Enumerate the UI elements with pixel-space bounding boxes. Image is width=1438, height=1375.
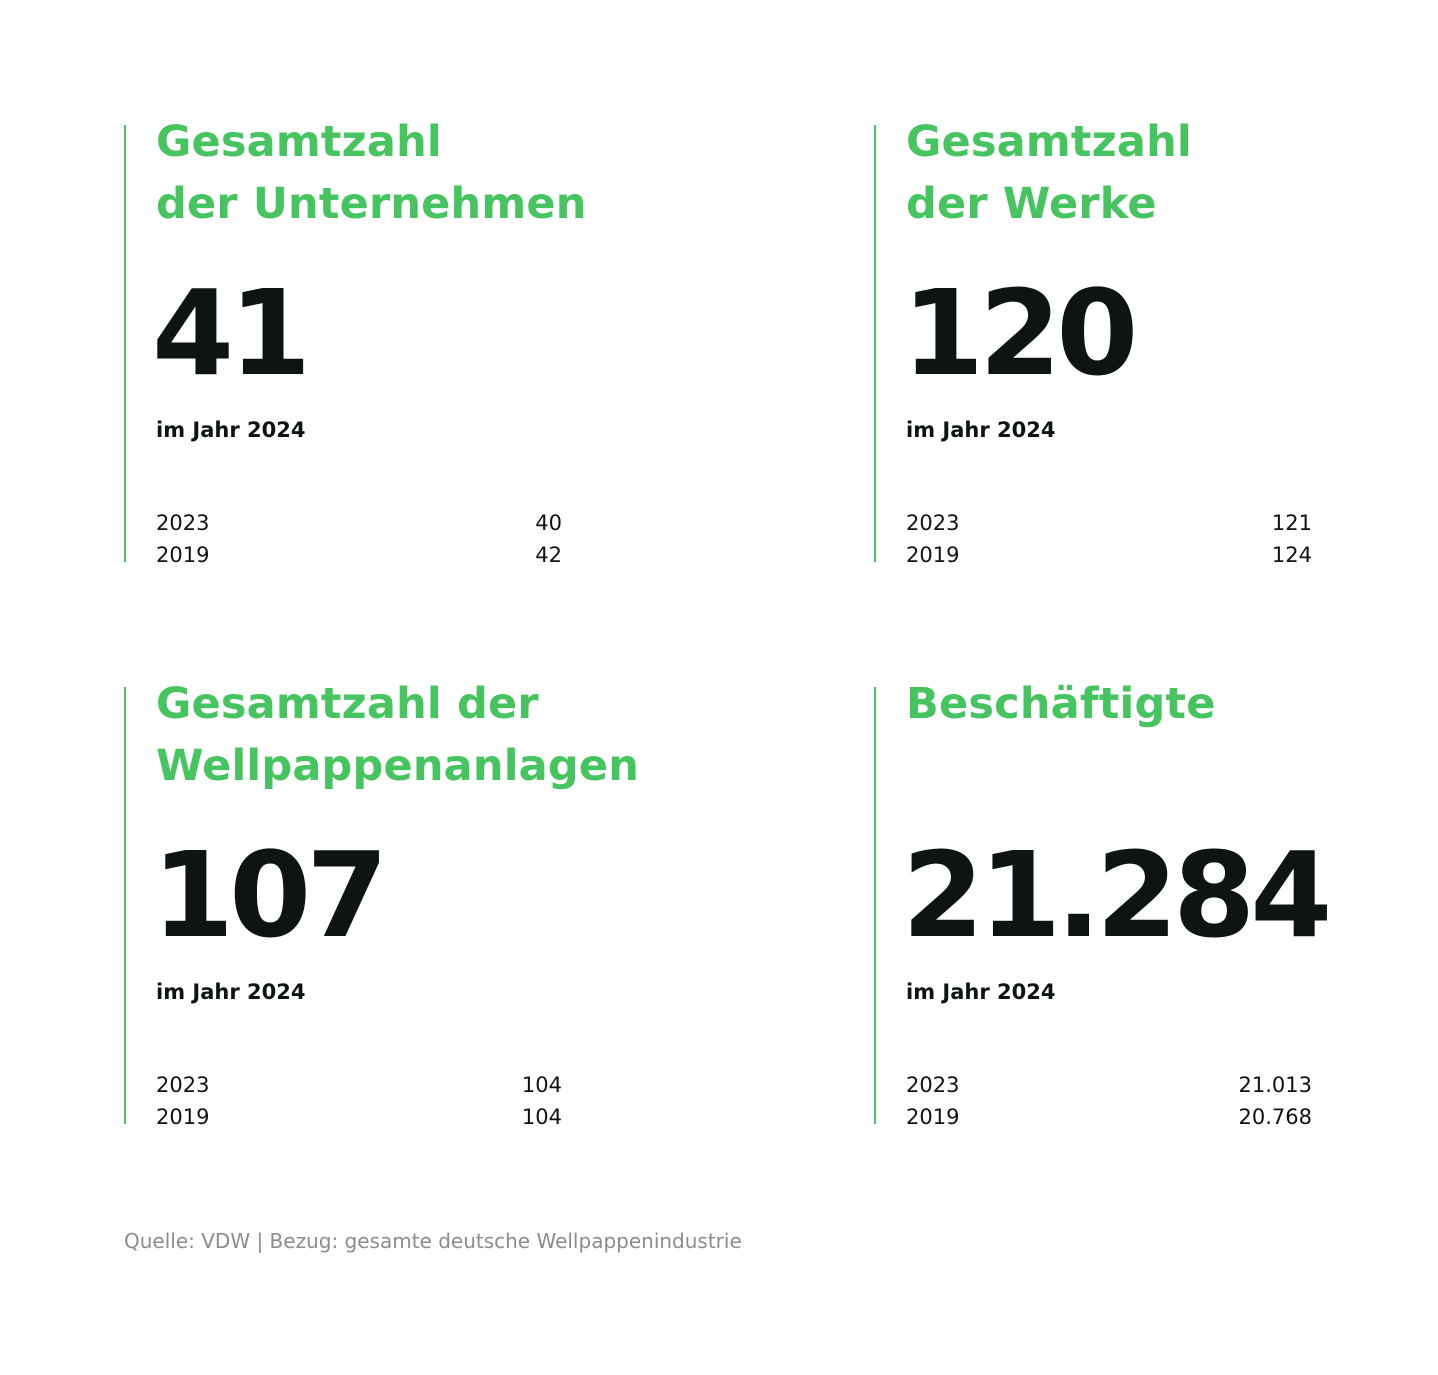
history-row: 2019 104: [156, 1101, 562, 1133]
history-value: 124: [1271, 543, 1312, 567]
history-list: 2023 40 2019 42: [156, 507, 562, 571]
history-row: 2023 40: [156, 507, 562, 539]
history-year: 2023: [156, 511, 210, 535]
source-note: Quelle: VDW | Bezug: gesamte deutsche We…: [124, 1229, 742, 1253]
stat-card-wellpappenanlagen: Gesamtzahl der Wellpappenanlagen 107 im …: [124, 679, 639, 1129]
history-year: 2019: [156, 543, 210, 567]
history-value: 104: [521, 1105, 562, 1129]
stat-caption: im Jahr 2024: [156, 980, 306, 1004]
history-value: 21.013: [1238, 1073, 1312, 1097]
history-value: 104: [521, 1073, 562, 1097]
card-title-line: Wellpappenanlagen: [156, 741, 640, 791]
history-value: 20.768: [1238, 1105, 1312, 1129]
stat-value: 21.284: [902, 826, 1332, 964]
stat-value: 107: [152, 826, 388, 964]
stat-card-werke: Gesamtzahl der Werke 120 im Jahr 2024 20…: [874, 117, 1314, 567]
history-value: 42: [535, 543, 562, 567]
card-title-line: Gesamtzahl der: [156, 679, 539, 729]
history-value: 121: [1271, 511, 1312, 535]
stat-value: 41: [152, 264, 311, 402]
card-title: Gesamtzahl der Unternehmen: [156, 111, 587, 235]
stat-card-beschaeftigte: Beschäftigte 21.284 im Jahr 2024 2023 21…: [874, 679, 1332, 1129]
history-year: 2023: [906, 511, 960, 535]
history-value: 40: [535, 511, 562, 535]
card-title: Gesamtzahl der Werke: [906, 111, 1192, 235]
history-year: 2019: [906, 1105, 960, 1129]
history-year: 2023: [156, 1073, 210, 1097]
history-row: 2023 104: [156, 1069, 562, 1101]
stat-caption: im Jahr 2024: [156, 418, 306, 442]
card-title-line: der Werke: [906, 179, 1157, 229]
card-title: Beschäftigte: [906, 673, 1216, 735]
history-row: 2023 121: [906, 507, 1312, 539]
history-list: 2023 104 2019 104: [156, 1069, 562, 1133]
history-row: 2023 21.013: [906, 1069, 1312, 1101]
history-row: 2019 124: [906, 539, 1312, 571]
card-title-line: Beschäftigte: [906, 679, 1216, 729]
history-year: 2019: [156, 1105, 210, 1129]
history-year: 2023: [906, 1073, 960, 1097]
card-title-line: Gesamtzahl: [906, 117, 1192, 167]
stat-value: 120: [902, 264, 1138, 402]
card-title-line: Gesamtzahl: [156, 117, 442, 167]
stat-caption: im Jahr 2024: [906, 980, 1056, 1004]
history-row: 2019 42: [156, 539, 562, 571]
history-row: 2019 20.768: [906, 1101, 1312, 1133]
card-title-line: der Unternehmen: [156, 179, 587, 229]
stat-caption: im Jahr 2024: [906, 418, 1056, 442]
history-list: 2023 21.013 2019 20.768: [906, 1069, 1312, 1133]
card-title: Gesamtzahl der Wellpappenanlagen: [156, 673, 639, 797]
history-list: 2023 121 2019 124: [906, 507, 1312, 571]
history-year: 2019: [906, 543, 960, 567]
stat-card-unternehmen: Gesamtzahl der Unternehmen 41 im Jahr 20…: [124, 117, 586, 567]
